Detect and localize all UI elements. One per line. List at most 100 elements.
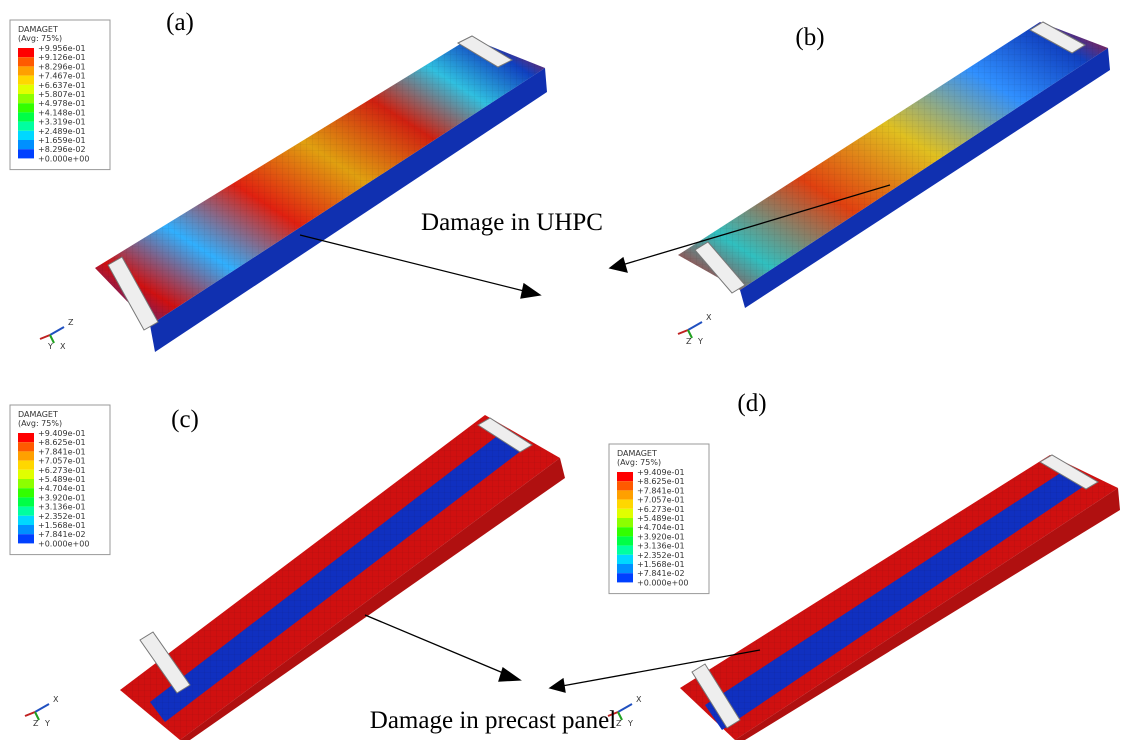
legend-value: +8.296e-01: [38, 62, 86, 71]
legend-swatch: [18, 497, 34, 506]
legend-subtitle: (Avg: 75%): [617, 458, 661, 467]
beam-d: [680, 455, 1120, 740]
legend-swatch: [18, 479, 34, 488]
triad-label: Y: [627, 719, 633, 728]
legend-value: +3.136e-01: [38, 503, 86, 512]
legend-swatch: [18, 534, 34, 543]
legend-swatch: [18, 85, 34, 94]
legend-value: +9.409e-01: [637, 468, 685, 477]
legend-swatch: [18, 149, 34, 158]
legend-swatch: [18, 48, 34, 57]
panel-label: (a): [166, 9, 194, 36]
legend-value: +8.625e-01: [637, 477, 685, 486]
legend-swatch: [18, 131, 34, 140]
legend-value: +6.637e-01: [38, 81, 86, 90]
triad-axis: [678, 330, 688, 334]
legend-swatch: [18, 451, 34, 460]
triad-label: Z: [33, 719, 39, 728]
triad-label: Y: [697, 337, 703, 346]
legend-swatch: [18, 525, 34, 534]
legend-value: +7.057e-01: [38, 457, 86, 466]
triad-axis: [35, 704, 49, 712]
legend-value: +8.625e-01: [38, 438, 86, 447]
triad-label: X: [53, 695, 59, 704]
legend-swatch: [18, 488, 34, 497]
figure: (a)DAMAGET(Avg: 75%)+9.956e-01+9.126e-01…: [0, 0, 1122, 740]
legend-swatch: [18, 112, 34, 121]
legend-title: DAMAGET: [18, 410, 58, 419]
panel-label: (d): [737, 390, 766, 417]
legend-value: +8.296e-02: [38, 145, 86, 154]
legend-value: +7.841e-02: [38, 530, 86, 539]
legend-swatch: [18, 122, 34, 131]
legend-swatch: [18, 76, 34, 85]
triad-label: Y: [44, 719, 50, 728]
legend-subtitle: (Avg: 75%): [18, 34, 62, 43]
legend-swatch: [18, 66, 34, 75]
legend-swatch: [617, 546, 633, 555]
legend-value: +5.489e-01: [38, 475, 86, 484]
triad-label: Y: [47, 342, 53, 351]
legend-value: +6.273e-01: [38, 466, 86, 475]
legend-title: DAMAGET: [617, 449, 657, 458]
legend-swatch: [18, 94, 34, 103]
legend-value: +4.148e-01: [38, 108, 86, 117]
legend-title: DAMAGET: [18, 25, 58, 34]
legend-value: +3.920e-01: [637, 532, 685, 541]
triad-label: Z: [68, 318, 74, 327]
panel-label: (b): [795, 24, 824, 51]
legend-swatch: [617, 536, 633, 545]
legend-swatch: [617, 564, 633, 573]
legend-value: +2.352e-01: [38, 512, 86, 521]
legend-swatch: [617, 509, 633, 518]
legend-swatch: [18, 103, 34, 112]
legend-swatch: [617, 527, 633, 536]
legend-value: +5.489e-01: [637, 514, 685, 523]
legend-value: +0.000e+00: [38, 539, 89, 548]
legend-value: +4.704e-01: [38, 484, 86, 493]
triad-axis: [618, 704, 632, 712]
legend-value: +0.000e+00: [38, 154, 89, 163]
legend-swatch: [617, 518, 633, 527]
legend-value: +1.568e-01: [637, 560, 685, 569]
legend-value: +3.920e-01: [38, 493, 86, 502]
annotation: Damage in precast panel: [370, 707, 616, 734]
legend-swatch: [18, 140, 34, 149]
legend-value: +7.841e-01: [637, 486, 685, 495]
panel-label: (c): [171, 406, 199, 433]
legend-value: +4.978e-01: [38, 99, 86, 108]
legend-swatch: [617, 573, 633, 582]
triad-label: Z: [616, 719, 622, 728]
triad-axis: [688, 322, 702, 330]
triad-label: X: [60, 342, 66, 351]
legend-value: +1.568e-01: [38, 521, 86, 530]
legend-swatch: [18, 57, 34, 66]
legend-swatch: [18, 516, 34, 525]
triad-axis: [40, 335, 50, 339]
beam-c: [120, 415, 565, 740]
triad-axis: [25, 712, 35, 716]
legend-swatch: [617, 472, 633, 481]
triad-label: X: [636, 695, 642, 704]
legend-value: +4.704e-01: [637, 523, 685, 532]
legend-value: +6.273e-01: [637, 505, 685, 514]
beam-b: [678, 22, 1110, 308]
legend-swatch: [617, 490, 633, 499]
legend-swatch: [617, 481, 633, 490]
legend-value: +9.956e-01: [38, 44, 86, 53]
legend-swatch: [18, 461, 34, 470]
legend-swatch: [617, 500, 633, 509]
legend-value: +9.409e-01: [38, 429, 86, 438]
legend-value: +7.057e-01: [637, 496, 685, 505]
triad-label: X: [706, 313, 712, 322]
beam-a: [95, 36, 547, 352]
legend-value: +7.841e-01: [38, 447, 86, 456]
legend-value: +3.136e-01: [637, 542, 685, 551]
legend-value: +1.659e-01: [38, 136, 86, 145]
legend-swatch: [18, 507, 34, 516]
legend-swatch: [617, 555, 633, 564]
legend-subtitle: (Avg: 75%): [18, 419, 62, 428]
legend-value: +2.352e-01: [637, 551, 685, 560]
legend-value: +2.489e-01: [38, 127, 86, 136]
legend-value: +7.467e-01: [38, 72, 86, 81]
